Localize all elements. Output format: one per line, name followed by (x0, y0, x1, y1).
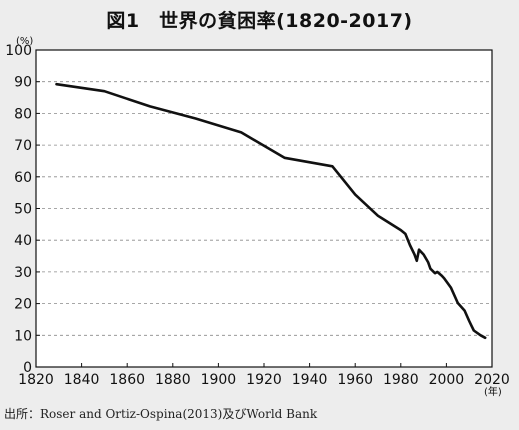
y-tick-label: 50 (14, 202, 32, 218)
y-tick-label: 60 (14, 170, 32, 186)
x-tick-label: 1920 (246, 372, 282, 388)
source-note: 出所：Roser and Ortiz-Ospina(2013)及びWorld B… (4, 407, 318, 421)
y-tick-label: 100 (5, 43, 32, 59)
x-tick-label: 1960 (337, 372, 373, 388)
x-tick-label: 2000 (429, 372, 465, 388)
x-tick-label: 2020 (474, 372, 510, 388)
x-tick-label: 1840 (64, 372, 100, 388)
y-tick-label: 70 (14, 138, 32, 154)
y-tick-label: 90 (14, 75, 32, 91)
x-tick-label: 1980 (383, 372, 419, 388)
y-tick-label: 40 (14, 233, 32, 249)
x-tick-label: 1820 (18, 372, 54, 388)
x-tick-label: 1900 (201, 372, 237, 388)
poverty-rate-line (55, 82, 487, 340)
chart-title: 図1 世界の貧困率(1820-2017) (106, 10, 413, 32)
y-tick-label: 10 (14, 328, 32, 344)
x-tick-label: 1860 (109, 372, 145, 388)
y-tick-label: 20 (14, 297, 32, 313)
x-unit-label: (年) (484, 385, 502, 398)
y-unit-label: (%) (16, 36, 33, 47)
y-tick-label: 80 (14, 106, 32, 122)
x-tick-label: 1880 (155, 372, 191, 388)
y-tick-label: 30 (14, 265, 32, 281)
x-tick-label: 1940 (292, 372, 328, 388)
y-tick-label: 0 (23, 360, 32, 376)
